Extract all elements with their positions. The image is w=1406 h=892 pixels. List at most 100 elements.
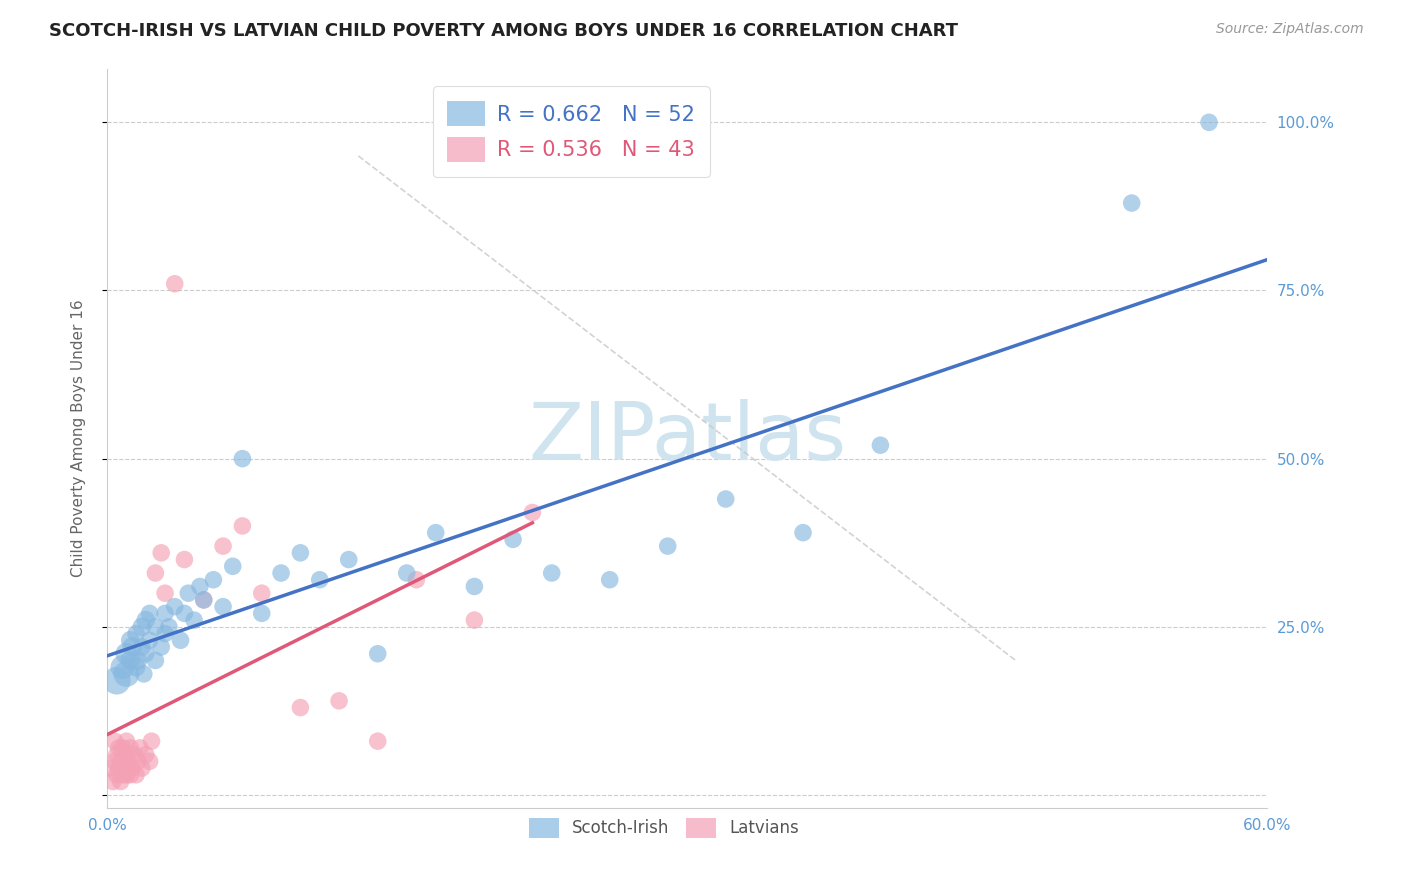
Point bbox=[129, 740, 152, 755]
Point bbox=[131, 620, 153, 634]
Point bbox=[188, 579, 211, 593]
Point bbox=[131, 761, 153, 775]
Point bbox=[202, 573, 225, 587]
Point bbox=[114, 747, 136, 762]
Point bbox=[145, 566, 167, 580]
Point bbox=[792, 525, 814, 540]
Point bbox=[127, 653, 149, 667]
Point bbox=[125, 768, 148, 782]
Point bbox=[463, 613, 485, 627]
Point bbox=[367, 734, 389, 748]
Point bbox=[117, 755, 139, 769]
Point bbox=[135, 647, 157, 661]
Point bbox=[104, 755, 127, 769]
Y-axis label: Child Poverty Among Boys Under 16: Child Poverty Among Boys Under 16 bbox=[72, 300, 86, 577]
Point bbox=[131, 640, 153, 654]
Point bbox=[250, 607, 273, 621]
Point bbox=[395, 566, 418, 580]
Point bbox=[193, 593, 215, 607]
Point bbox=[111, 768, 134, 782]
Point bbox=[212, 599, 235, 614]
Text: Source: ZipAtlas.com: Source: ZipAtlas.com bbox=[1216, 22, 1364, 37]
Text: SCOTCH-IRISH VS LATVIAN CHILD POVERTY AMONG BOYS UNDER 16 CORRELATION CHART: SCOTCH-IRISH VS LATVIAN CHILD POVERTY AM… bbox=[49, 22, 959, 40]
Point bbox=[157, 620, 180, 634]
Point bbox=[105, 768, 128, 782]
Point bbox=[1198, 115, 1220, 129]
Point bbox=[127, 755, 149, 769]
Point bbox=[125, 660, 148, 674]
Point bbox=[425, 525, 447, 540]
Point bbox=[100, 761, 122, 775]
Point bbox=[105, 673, 128, 688]
Point bbox=[869, 438, 891, 452]
Point bbox=[153, 607, 176, 621]
Point bbox=[222, 559, 245, 574]
Point bbox=[121, 761, 143, 775]
Point bbox=[138, 633, 160, 648]
Point bbox=[714, 491, 737, 506]
Point bbox=[145, 653, 167, 667]
Point bbox=[115, 768, 138, 782]
Point bbox=[114, 761, 136, 775]
Point bbox=[120, 740, 142, 755]
Point bbox=[125, 626, 148, 640]
Point bbox=[104, 734, 127, 748]
Legend: Scotch-Irish, Latvians: Scotch-Irish, Latvians bbox=[522, 811, 806, 845]
Point bbox=[173, 552, 195, 566]
Point bbox=[270, 566, 292, 580]
Point bbox=[110, 755, 132, 769]
Point bbox=[121, 640, 143, 654]
Point bbox=[250, 586, 273, 600]
Point bbox=[163, 599, 186, 614]
Point bbox=[107, 761, 129, 775]
Point bbox=[153, 586, 176, 600]
Point bbox=[231, 451, 253, 466]
Point bbox=[405, 573, 427, 587]
Point bbox=[183, 613, 205, 627]
Point bbox=[1121, 196, 1143, 211]
Point bbox=[107, 740, 129, 755]
Point bbox=[163, 277, 186, 291]
Point bbox=[308, 573, 330, 587]
Point bbox=[138, 607, 160, 621]
Point bbox=[120, 768, 142, 782]
Point bbox=[145, 620, 167, 634]
Point bbox=[105, 747, 128, 762]
Point bbox=[101, 774, 124, 789]
Point bbox=[120, 633, 142, 648]
Point bbox=[150, 640, 173, 654]
Text: ZIPatlas: ZIPatlas bbox=[529, 400, 846, 477]
Point bbox=[212, 539, 235, 553]
Point bbox=[193, 593, 215, 607]
Point bbox=[141, 734, 163, 748]
Point bbox=[115, 734, 138, 748]
Point bbox=[540, 566, 562, 580]
Point bbox=[111, 740, 134, 755]
Point bbox=[110, 774, 132, 789]
Point bbox=[115, 667, 138, 681]
Point bbox=[290, 546, 312, 560]
Point bbox=[153, 626, 176, 640]
Point bbox=[290, 700, 312, 714]
Point bbox=[132, 667, 155, 681]
Point bbox=[522, 506, 544, 520]
Point bbox=[337, 552, 360, 566]
Point bbox=[328, 694, 350, 708]
Point bbox=[463, 579, 485, 593]
Point bbox=[177, 586, 200, 600]
Point bbox=[111, 660, 134, 674]
Point bbox=[657, 539, 679, 553]
Point bbox=[169, 633, 191, 648]
Point bbox=[231, 519, 253, 533]
Point bbox=[135, 747, 157, 762]
Point bbox=[150, 546, 173, 560]
Point bbox=[367, 647, 389, 661]
Point bbox=[502, 533, 524, 547]
Point bbox=[115, 647, 138, 661]
Point bbox=[138, 755, 160, 769]
Point bbox=[120, 653, 142, 667]
Point bbox=[135, 613, 157, 627]
Point bbox=[173, 607, 195, 621]
Point bbox=[122, 747, 145, 762]
Point bbox=[599, 573, 621, 587]
